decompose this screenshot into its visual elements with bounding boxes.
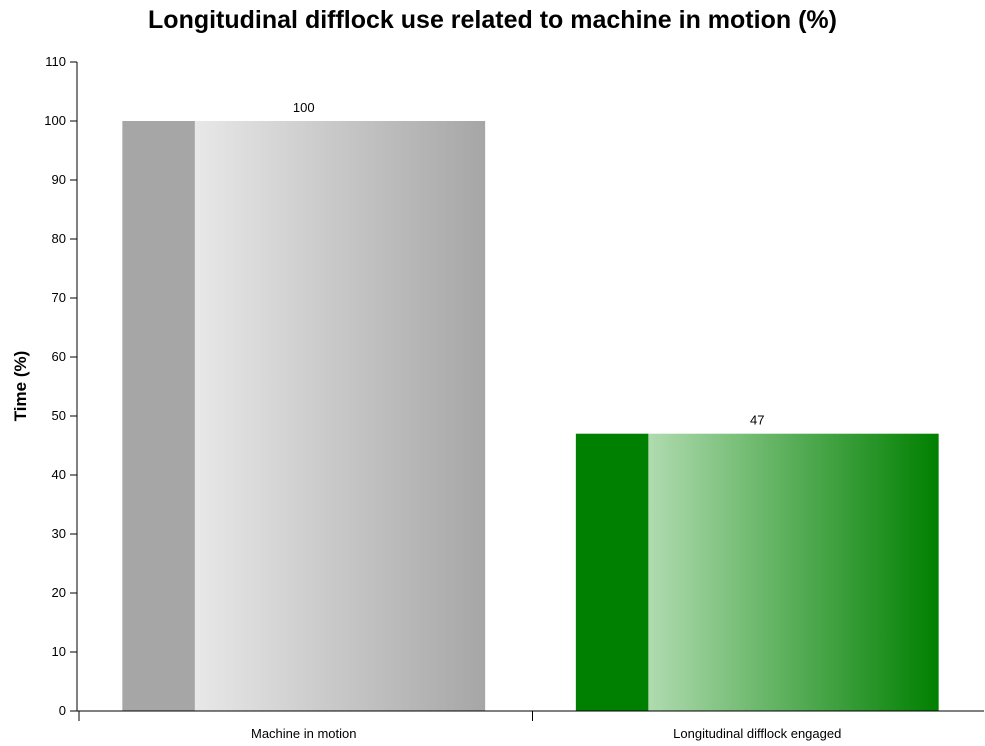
y-tick-label: 10 (52, 644, 66, 659)
y-tick-label: 80 (52, 231, 66, 246)
bar-side (575, 433, 649, 711)
bar-value-label: 100 (293, 100, 315, 115)
bars-layer: 100 47 (122, 100, 939, 711)
bar-side (122, 121, 195, 711)
x-category-label: Longitudinal difflock engaged (673, 726, 841, 741)
axes-layer (76, 62, 984, 712)
y-tick-label: 50 (52, 408, 66, 423)
y-tick-label: 20 (52, 585, 66, 600)
y-tick-label: 40 (52, 467, 66, 482)
x-category-label: Machine in motion (251, 726, 357, 741)
bar-face (194, 121, 486, 711)
y-ticks: 0 10 20 30 40 50 60 70 80 90 100 110 (44, 54, 77, 718)
bar-value-label: 47 (750, 413, 764, 428)
bar (122, 121, 486, 711)
chart-title: Longitudinal difflock use related to mac… (148, 6, 837, 34)
y-tick-label: 110 (45, 54, 66, 69)
bar-face (648, 433, 939, 711)
x-ticks: Machine in motion Longitudinal difflock e… (78, 711, 841, 741)
y-tick-label: 70 (52, 290, 66, 305)
y-axis-title: Time (%) (11, 351, 30, 422)
y-tick-label: 30 (52, 526, 66, 541)
bar (575, 433, 939, 711)
y-tick-label: 60 (52, 349, 66, 364)
y-tick-label: 90 (52, 172, 66, 187)
y-tick-label: 100 (44, 113, 66, 128)
y-tick-label: 0 (59, 703, 66, 718)
